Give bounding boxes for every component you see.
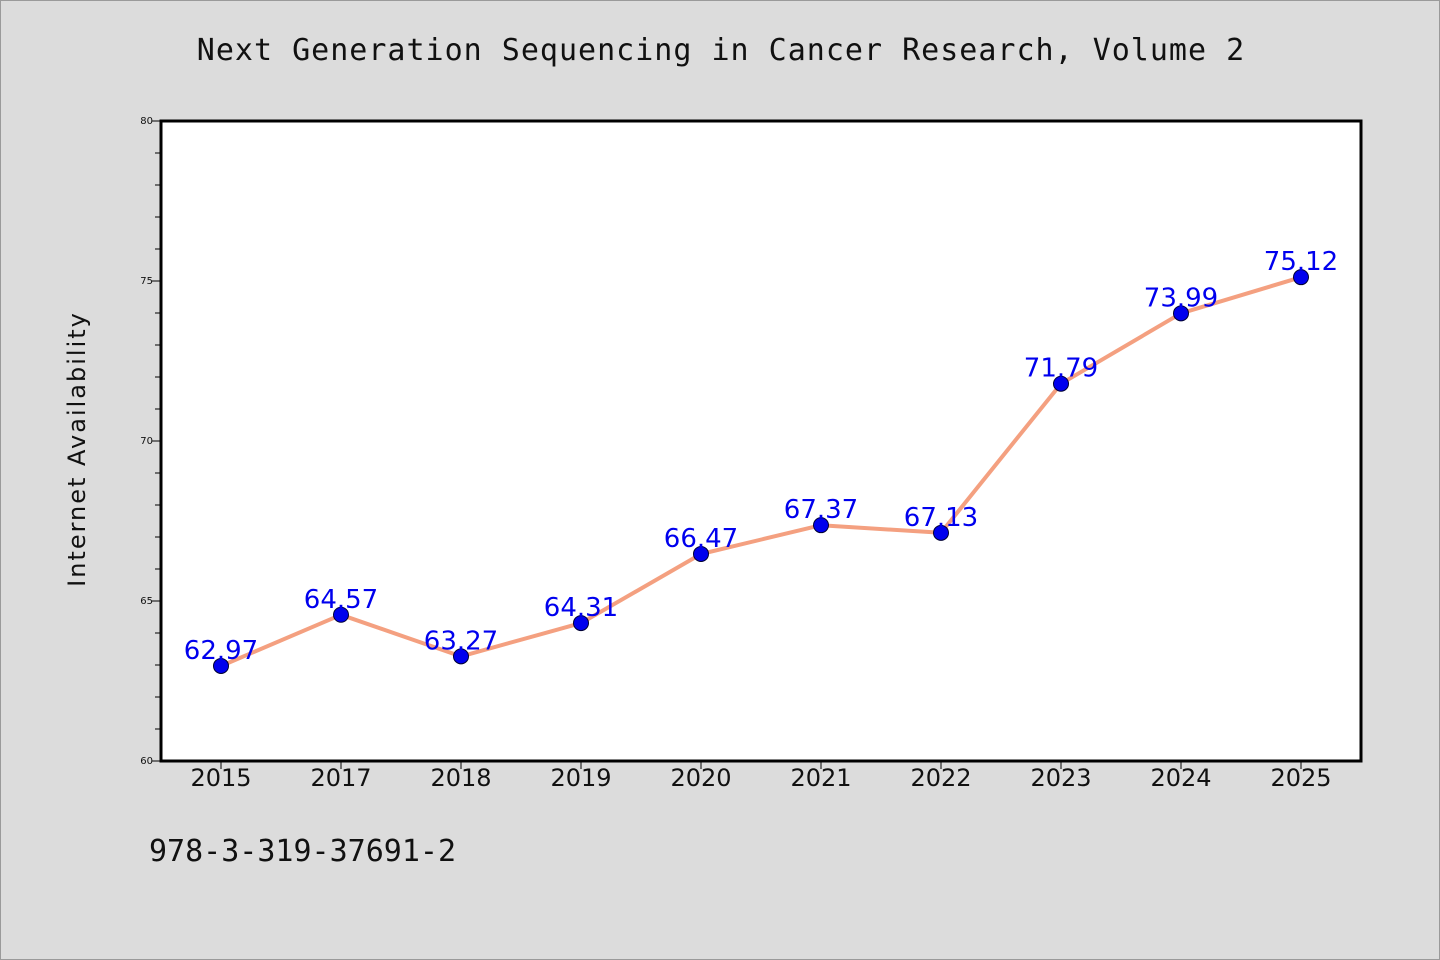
- data-label: 67.37: [784, 495, 858, 525]
- data-label: 62.97: [184, 636, 258, 666]
- data-point: [213, 657, 229, 674]
- data-label: 67.13: [904, 503, 978, 533]
- chart-title: Next Generation Sequencing in Cancer Res…: [196, 33, 1246, 68]
- x-axis: 2015 2017 2018 2019 2020 2021 2022 2023 2024 2025: [190, 761, 1332, 792]
- y-tick-label: 80: [140, 116, 153, 127]
- data-label: 63.27: [424, 626, 498, 656]
- data-point: [453, 648, 469, 665]
- x-tick-label: 2015: [190, 764, 251, 792]
- x-tick-label: 2021: [790, 764, 851, 792]
- x-tick-label: 2025: [1270, 764, 1331, 792]
- plot-area: [159, 119, 1363, 763]
- data-label: 66.47: [664, 524, 738, 554]
- y-tick-label: 70: [140, 436, 153, 447]
- data-label: 64.31: [544, 593, 618, 623]
- data-point: [813, 517, 829, 534]
- data-point: [693, 545, 709, 562]
- series-group: [213, 269, 1309, 674]
- y-tick-label: 60: [140, 756, 153, 767]
- data-point: [333, 606, 349, 623]
- data-label: 71.79: [1024, 354, 1098, 384]
- x-tick-label: 2023: [1030, 764, 1091, 792]
- x-tick-label: 2017: [310, 764, 371, 792]
- isbn-code: 978-3-319-37691-2: [149, 834, 457, 869]
- series-line: [219, 275, 1303, 668]
- data-label: 73.99: [1144, 283, 1218, 313]
- x-tick-label: 2019: [550, 764, 611, 792]
- x-tick-label: 2024: [1150, 764, 1211, 792]
- x-tick-label: 2018: [430, 764, 491, 792]
- data-labels: 62.97 64.57 63.27 64.31 66.47 67.37 67.13 71.79…: [184, 247, 1338, 666]
- data-point: [1053, 375, 1069, 392]
- data-point: [1293, 269, 1309, 286]
- y-tick-label: 75: [140, 276, 153, 287]
- data-point: [573, 615, 589, 632]
- x-tick-label: 2022: [910, 764, 971, 792]
- data-label: 64.57: [304, 585, 378, 615]
- y-tick-label: 65: [140, 596, 153, 607]
- data-point: [933, 524, 949, 541]
- y-axis: 60 65 70 75 80: [140, 116, 161, 767]
- data-label: 75.12: [1264, 247, 1338, 277]
- data-point: [1173, 305, 1189, 322]
- x-tick-label: 2020: [670, 764, 731, 792]
